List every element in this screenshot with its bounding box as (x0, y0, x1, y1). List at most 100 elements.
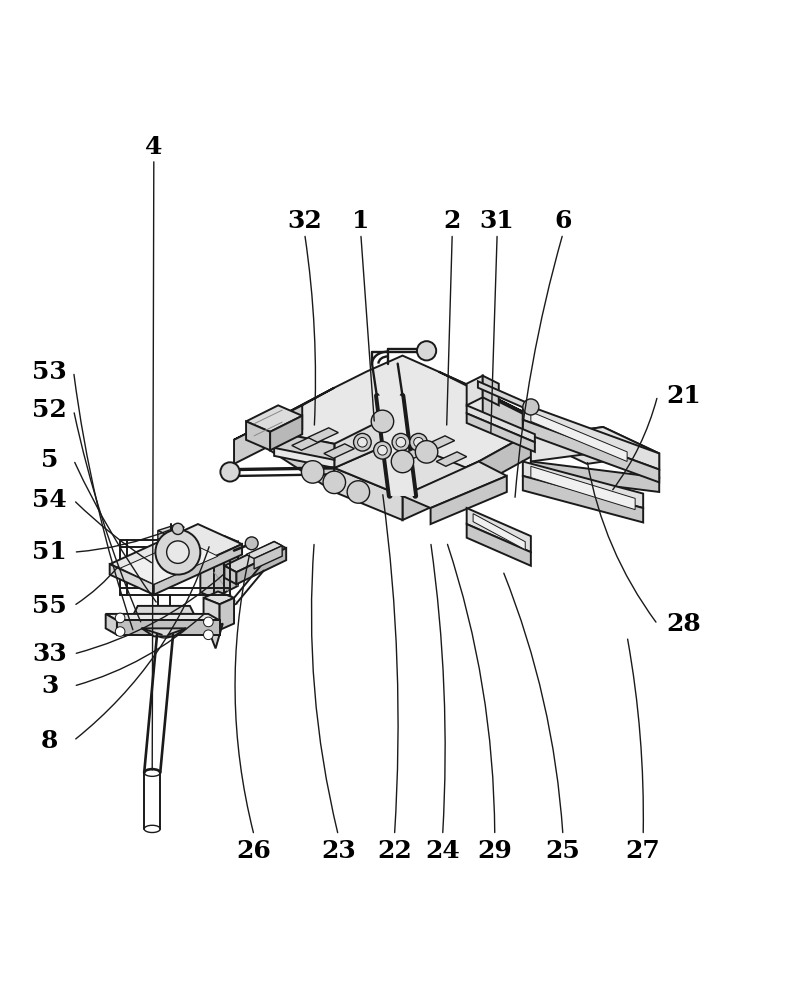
Circle shape (353, 433, 371, 451)
Circle shape (371, 410, 394, 433)
Text: 31: 31 (480, 209, 514, 233)
Polygon shape (483, 376, 499, 405)
Polygon shape (402, 461, 507, 508)
Polygon shape (483, 392, 587, 444)
Circle shape (172, 523, 184, 534)
Polygon shape (204, 598, 220, 630)
Polygon shape (200, 536, 238, 554)
Circle shape (204, 617, 213, 627)
Text: 23: 23 (321, 839, 356, 863)
Polygon shape (234, 388, 334, 440)
Text: 1: 1 (352, 209, 369, 233)
Polygon shape (522, 420, 659, 482)
Text: 33: 33 (32, 642, 67, 666)
Polygon shape (377, 396, 415, 496)
Polygon shape (275, 432, 334, 460)
Polygon shape (208, 624, 223, 648)
Polygon shape (275, 432, 334, 468)
Text: 21: 21 (666, 384, 700, 408)
Text: 25: 25 (546, 839, 580, 863)
Polygon shape (522, 476, 643, 522)
Polygon shape (483, 392, 522, 436)
Polygon shape (308, 428, 338, 442)
Polygon shape (467, 376, 483, 405)
Circle shape (357, 437, 367, 447)
Circle shape (115, 613, 125, 623)
Text: 53: 53 (32, 360, 67, 384)
Polygon shape (270, 416, 302, 450)
Polygon shape (530, 427, 659, 478)
Circle shape (167, 541, 189, 563)
Polygon shape (246, 405, 302, 432)
Polygon shape (142, 628, 186, 636)
Polygon shape (334, 412, 398, 468)
Circle shape (155, 530, 200, 575)
Text: 32: 32 (287, 209, 322, 233)
Circle shape (221, 462, 240, 482)
Circle shape (415, 441, 438, 463)
Circle shape (204, 630, 213, 640)
Polygon shape (158, 524, 184, 534)
Polygon shape (436, 452, 467, 466)
Polygon shape (200, 548, 214, 598)
Polygon shape (530, 461, 659, 492)
Text: 27: 27 (625, 839, 661, 863)
Polygon shape (467, 524, 530, 566)
Polygon shape (109, 524, 242, 584)
Text: 5: 5 (41, 448, 58, 472)
Text: 4: 4 (145, 135, 163, 159)
Polygon shape (402, 461, 479, 520)
Polygon shape (439, 372, 587, 444)
Polygon shape (334, 440, 467, 496)
Polygon shape (522, 404, 659, 470)
Text: 54: 54 (32, 488, 67, 512)
Circle shape (392, 433, 410, 451)
Polygon shape (220, 598, 234, 630)
Polygon shape (225, 566, 237, 584)
Polygon shape (324, 444, 354, 458)
Polygon shape (109, 564, 154, 595)
Circle shape (391, 450, 414, 473)
Polygon shape (479, 424, 547, 486)
Polygon shape (522, 461, 643, 508)
Text: 2: 2 (444, 209, 461, 233)
Text: 26: 26 (237, 839, 271, 863)
Polygon shape (467, 405, 535, 442)
Polygon shape (530, 427, 659, 464)
Polygon shape (134, 606, 194, 614)
Circle shape (522, 399, 539, 415)
Text: 55: 55 (32, 594, 67, 618)
Circle shape (301, 461, 324, 483)
Polygon shape (237, 548, 287, 584)
Text: 8: 8 (41, 729, 58, 753)
Circle shape (396, 437, 406, 447)
Polygon shape (225, 542, 287, 572)
Polygon shape (214, 542, 238, 598)
Polygon shape (254, 546, 283, 569)
Text: 6: 6 (555, 209, 572, 233)
Polygon shape (266, 356, 547, 496)
Polygon shape (120, 540, 218, 584)
Polygon shape (431, 476, 507, 524)
Polygon shape (154, 544, 242, 595)
Circle shape (414, 437, 423, 447)
Circle shape (246, 537, 258, 550)
Circle shape (374, 441, 391, 459)
Circle shape (347, 481, 369, 503)
Polygon shape (266, 424, 334, 492)
Polygon shape (467, 413, 535, 452)
Polygon shape (105, 614, 220, 620)
Polygon shape (158, 530, 164, 542)
Polygon shape (246, 421, 270, 450)
Polygon shape (424, 436, 455, 450)
Polygon shape (204, 591, 234, 604)
Polygon shape (246, 542, 283, 559)
Polygon shape (105, 614, 117, 635)
Text: 28: 28 (666, 612, 700, 636)
Polygon shape (530, 412, 627, 461)
Circle shape (410, 433, 427, 451)
Polygon shape (478, 381, 529, 410)
Polygon shape (404, 444, 435, 458)
Text: 24: 24 (425, 839, 460, 863)
Text: 3: 3 (41, 674, 58, 698)
